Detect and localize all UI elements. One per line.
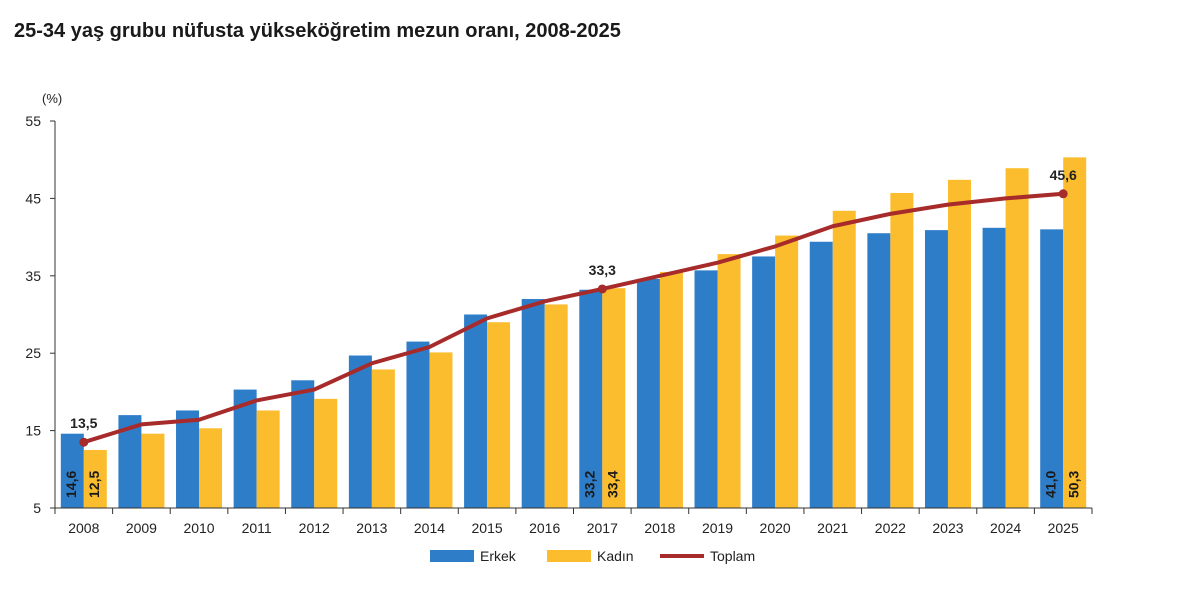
legend: Erkek Kadın Toplam bbox=[430, 548, 755, 564]
bar-layer bbox=[60, 157, 1087, 509]
x-tick-label-2016: 2016 bbox=[529, 520, 560, 536]
legend-label-erkek: Erkek bbox=[480, 548, 517, 564]
label-erkek-2017: 33,2 bbox=[582, 471, 598, 498]
label-kadin-2017: 33,4 bbox=[605, 471, 621, 498]
legend-swatch-kadin bbox=[547, 550, 591, 562]
x-tick-label-2021: 2021 bbox=[817, 520, 848, 536]
y-tick-label-25: 25 bbox=[25, 345, 41, 361]
x-tick-label-2011: 2011 bbox=[242, 520, 272, 536]
bar-erkek-2013 bbox=[348, 355, 372, 508]
bar-erkek-2017 bbox=[579, 289, 603, 508]
label-toplam-2008: 13,5 bbox=[70, 415, 97, 431]
y-tick-label-45: 45 bbox=[25, 190, 41, 206]
label-toplam-2025: 45,6 bbox=[1050, 167, 1077, 183]
y-tick-label-35: 35 bbox=[25, 268, 41, 284]
x-tick-label-2025: 2025 bbox=[1048, 520, 1079, 536]
bar-kadin-2019 bbox=[717, 254, 741, 508]
x-tick-label-2015: 2015 bbox=[472, 520, 503, 536]
bar-erkek-2021 bbox=[809, 241, 833, 508]
bar-erkek-2014 bbox=[406, 341, 430, 508]
bar-erkek-2010 bbox=[176, 410, 200, 508]
marker-toplam-2008 bbox=[79, 437, 89, 447]
bar-kadin-2024 bbox=[1005, 168, 1029, 509]
line-layer bbox=[79, 189, 1068, 447]
label-kadin-2025: 50,3 bbox=[1065, 471, 1081, 498]
x-tick-label-2012: 2012 bbox=[299, 520, 330, 536]
bar-erkek-2011 bbox=[233, 389, 257, 508]
x-tick-label-2024: 2024 bbox=[990, 520, 1021, 536]
label-kadin-2008: 12,5 bbox=[86, 471, 102, 498]
bar-kadin-2023 bbox=[947, 179, 971, 508]
label-erkek-2025: 41,0 bbox=[1042, 471, 1058, 498]
y-tick-label-5: 5 bbox=[33, 500, 41, 516]
bar-kadin-2016 bbox=[544, 304, 568, 508]
y-tick-label-15: 15 bbox=[25, 423, 41, 439]
bar-erkek-2024 bbox=[982, 227, 1006, 508]
legend-swatch-erkek bbox=[430, 550, 474, 562]
bar-kadin-2015 bbox=[487, 322, 511, 508]
bar-erkek-2009 bbox=[118, 415, 142, 508]
data-label-layer: 13,5 33,3 45,6 14,6 33,2 41,0 12,5 33,4 50,3 bbox=[63, 167, 1081, 498]
bar-erkek-2012 bbox=[291, 380, 315, 508]
bar-erkek-2020 bbox=[752, 256, 776, 508]
bar-kadin-2018 bbox=[659, 271, 683, 508]
bar-kadin-2012 bbox=[314, 398, 338, 508]
y-tick-label-55: 55 bbox=[25, 113, 41, 129]
marker-toplam-2017 bbox=[597, 284, 607, 294]
bar-kadin-2008 bbox=[83, 449, 107, 508]
axes-layer: 5 15 25 35 45 55(%) 2008 2009 2010 2011 2012 2013 20… bbox=[25, 91, 1093, 536]
y-unit-label: (%) bbox=[42, 91, 62, 106]
bar-kadin-2020 bbox=[775, 235, 799, 508]
bar-erkek-2022 bbox=[867, 233, 891, 509]
bar-kadin-2011 bbox=[256, 410, 280, 508]
chart-title: 25-34 yaş grubu nüfusta yükseköğretim me… bbox=[14, 20, 621, 42]
x-tick-label-2022: 2022 bbox=[875, 520, 906, 536]
x-tick-label-2013: 2013 bbox=[356, 520, 387, 536]
bar-erkek-2015 bbox=[464, 314, 488, 508]
x-tick-label-2014: 2014 bbox=[414, 520, 445, 536]
line-toplam bbox=[81, 191, 1066, 445]
x-tick-label-2010: 2010 bbox=[183, 520, 214, 536]
bar-kadin-2025 bbox=[1063, 157, 1087, 509]
bar-erkek-2019 bbox=[694, 270, 718, 508]
bar-erkek-2025 bbox=[1040, 229, 1064, 509]
x-tick-label-2019: 2019 bbox=[702, 520, 733, 536]
x-tick-label-2017: 2017 bbox=[587, 520, 618, 536]
bar-kadin-2010 bbox=[199, 428, 223, 508]
bar-kadin-2014 bbox=[429, 352, 453, 508]
legend-label-kadin: Kadın bbox=[597, 548, 634, 564]
x-tick-label-2009: 2009 bbox=[126, 520, 157, 536]
bar-erkek-2018 bbox=[636, 278, 660, 508]
legend-label-toplam: Toplam bbox=[710, 548, 755, 564]
x-tick-label-2018: 2018 bbox=[644, 520, 675, 536]
label-erkek-2008: 14,6 bbox=[63, 471, 79, 498]
marker-toplam-2025 bbox=[1058, 189, 1068, 199]
bar-kadin-2021 bbox=[832, 210, 856, 508]
bar-kadin-2009 bbox=[141, 433, 165, 508]
x-tick-label-2008: 2008 bbox=[68, 520, 99, 536]
label-toplam-2017: 33,3 bbox=[589, 262, 616, 278]
bar-kadin-2022 bbox=[890, 192, 914, 508]
bar-erkek-2008 bbox=[60, 433, 84, 508]
x-tick-label-2020: 2020 bbox=[760, 520, 791, 536]
bar-kadin-2017 bbox=[602, 288, 626, 508]
bar-erkek-2023 bbox=[924, 230, 948, 508]
x-tick-label-2023: 2023 bbox=[932, 520, 963, 536]
bar-kadin-2013 bbox=[371, 369, 395, 508]
bar-erkek-2016 bbox=[521, 299, 545, 508]
